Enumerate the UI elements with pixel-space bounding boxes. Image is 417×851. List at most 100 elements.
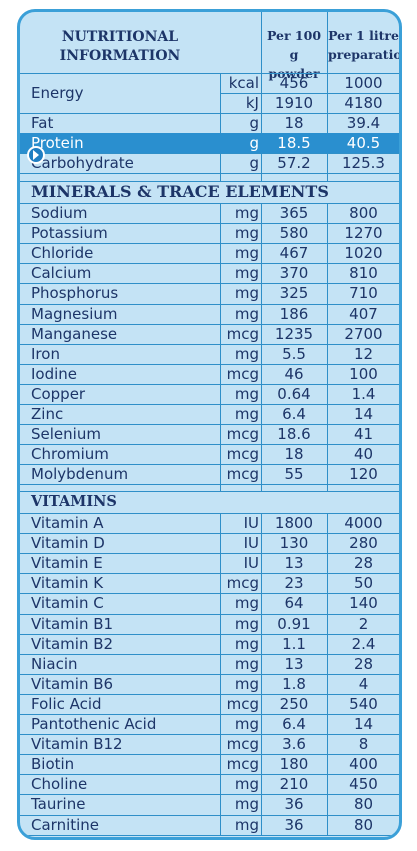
value-per-litre: 280 bbox=[349, 534, 378, 553]
unit-cell: mg bbox=[234, 384, 259, 403]
unit-cell: mg bbox=[234, 654, 259, 673]
table-row: Biotin mcg 180 400 bbox=[20, 754, 399, 774]
value-per-litre: 120 bbox=[349, 465, 378, 484]
unit-cell: mcg bbox=[226, 735, 259, 754]
nutrient-name: Fat bbox=[31, 114, 54, 133]
table-row: Protein g 18.5 40.5 bbox=[20, 133, 399, 154]
row-divider bbox=[20, 593, 399, 594]
row-divider bbox=[20, 344, 399, 345]
value-per-litre: 1000 bbox=[344, 74, 383, 92]
column-header-per-litre-line1: Per 1 litre bbox=[328, 28, 399, 43]
table-row: Vitamin D IU 130 280 bbox=[20, 533, 399, 553]
unit-cell: mcg bbox=[226, 755, 259, 774]
value-per-litre: 4 bbox=[358, 674, 369, 693]
value-per-100g: 57.2 bbox=[277, 154, 311, 173]
unit-cell: mcg bbox=[226, 694, 259, 713]
nutrient-name: Choline bbox=[31, 775, 88, 794]
row-divider bbox=[20, 404, 399, 405]
unit-cell: mg bbox=[234, 775, 259, 794]
value-per-100g: 5.5 bbox=[282, 344, 306, 363]
table-row: Vitamin E IU 13 28 bbox=[20, 553, 399, 573]
value-per-100g: 13 bbox=[284, 654, 304, 673]
table-row: Magnesium mg 186 407 bbox=[20, 304, 399, 324]
table-row: Iodine mcg 46 100 bbox=[20, 364, 399, 384]
value-per-litre: 14 bbox=[353, 405, 374, 424]
unit-cell: mg bbox=[234, 264, 259, 283]
nutrient-name: Vitamin B1 bbox=[31, 614, 114, 633]
row-divider bbox=[20, 734, 399, 735]
value-per-litre: 1020 bbox=[344, 244, 383, 263]
nutrient-name: Vitamin A bbox=[31, 514, 104, 533]
unit-cell: mcg bbox=[226, 324, 259, 343]
row-divider bbox=[20, 153, 399, 154]
value-per-100g: 3.6 bbox=[282, 735, 306, 754]
unit-cell: mg bbox=[234, 284, 259, 303]
row-divider bbox=[20, 714, 399, 715]
table-row: Carbohydrate g 57.2 125.3 bbox=[20, 153, 399, 173]
nutrient-name: Pantothenic Acid bbox=[31, 715, 157, 734]
nutrient-name: Phosphorus bbox=[31, 284, 119, 303]
table-row: Taurine mg 36 80 bbox=[20, 794, 399, 814]
value-per-litre: 41 bbox=[353, 425, 374, 444]
table-row: Calcium mg 370 810 bbox=[20, 263, 399, 283]
value-per-100g: 467 bbox=[279, 244, 309, 263]
nutrient-name: Sodium bbox=[31, 204, 88, 223]
column-divider bbox=[327, 12, 328, 73]
value-per-100g: 456 bbox=[279, 74, 309, 92]
value-per-litre: 810 bbox=[349, 264, 378, 283]
nutrient-name: Protein bbox=[31, 134, 84, 153]
column-header-per-litre-line2: preparation bbox=[328, 47, 402, 62]
column-divider bbox=[261, 203, 262, 491]
table-row: Selenium mcg 18.6 41 bbox=[20, 424, 399, 444]
table-row: Chloride mg 467 1020 bbox=[20, 243, 399, 263]
value-per-100g: 1800 bbox=[274, 514, 314, 533]
value-per-100g: 18 bbox=[284, 114, 304, 133]
row-divider bbox=[20, 424, 399, 425]
nutrient-name: Vitamin E bbox=[31, 554, 103, 573]
table-title-line2: INFORMATION bbox=[59, 48, 181, 64]
row-divider bbox=[20, 243, 399, 244]
nutrient-name: Chloride bbox=[31, 244, 94, 263]
value-per-litre: 800 bbox=[349, 204, 378, 223]
unit-cell: kJ bbox=[245, 94, 259, 112]
column-divider bbox=[327, 513, 328, 835]
nutrient-name: Calcium bbox=[31, 264, 92, 283]
table-row: Vitamin B1 mg 0.91 2 bbox=[20, 614, 399, 634]
nutrient-name: Vitamin K bbox=[31, 574, 104, 593]
column-header-per-100g-line1: Per 100 g bbox=[266, 28, 322, 62]
value-per-100g: 6.4 bbox=[282, 405, 306, 424]
unit-cell: IU bbox=[243, 554, 259, 573]
value-per-litre: 140 bbox=[349, 594, 378, 613]
unit-cell: mg bbox=[234, 224, 259, 243]
value-per-litre: 125.3 bbox=[342, 154, 385, 173]
table-row: Chromium mcg 18 40 bbox=[20, 444, 399, 464]
unit-cell: kcal bbox=[228, 74, 259, 92]
nutrient-name: Biotin bbox=[31, 755, 75, 774]
row-divider bbox=[20, 464, 399, 465]
row-divider bbox=[20, 181, 399, 182]
unit-cell: mcg bbox=[226, 465, 259, 484]
value-per-100g: 580 bbox=[279, 224, 309, 243]
row-divider bbox=[20, 634, 399, 635]
table-row: Vitamin A IU 1800 4000 bbox=[20, 513, 399, 533]
value-per-100g: 13 bbox=[284, 554, 304, 573]
value-per-100g: 210 bbox=[279, 775, 309, 794]
value-per-litre: 80 bbox=[353, 795, 374, 814]
unit-cell: mg bbox=[234, 815, 259, 834]
column-divider bbox=[220, 513, 221, 835]
value-per-100g: 18.6 bbox=[277, 425, 311, 444]
value-per-litre: 39.4 bbox=[346, 114, 381, 133]
row-divider bbox=[20, 384, 399, 385]
nutrient-name: Niacin bbox=[31, 654, 78, 673]
column-divider bbox=[261, 513, 262, 835]
unit-cell: mg bbox=[234, 614, 259, 633]
value-per-litre: 450 bbox=[349, 775, 378, 794]
value-per-100g: 18.5 bbox=[277, 134, 311, 153]
nutrient-name: Vitamin B6 bbox=[31, 674, 114, 693]
nutrient-name: Potassium bbox=[31, 224, 108, 243]
nutrient-name: Zinc bbox=[31, 405, 64, 424]
nutrition-panel: NUTRITIONAL INFORMATION Per 100 g powder… bbox=[17, 9, 402, 840]
unit-cell: g bbox=[249, 134, 259, 153]
table-row: Niacin mg 13 28 bbox=[20, 654, 399, 674]
row-divider bbox=[20, 173, 399, 174]
